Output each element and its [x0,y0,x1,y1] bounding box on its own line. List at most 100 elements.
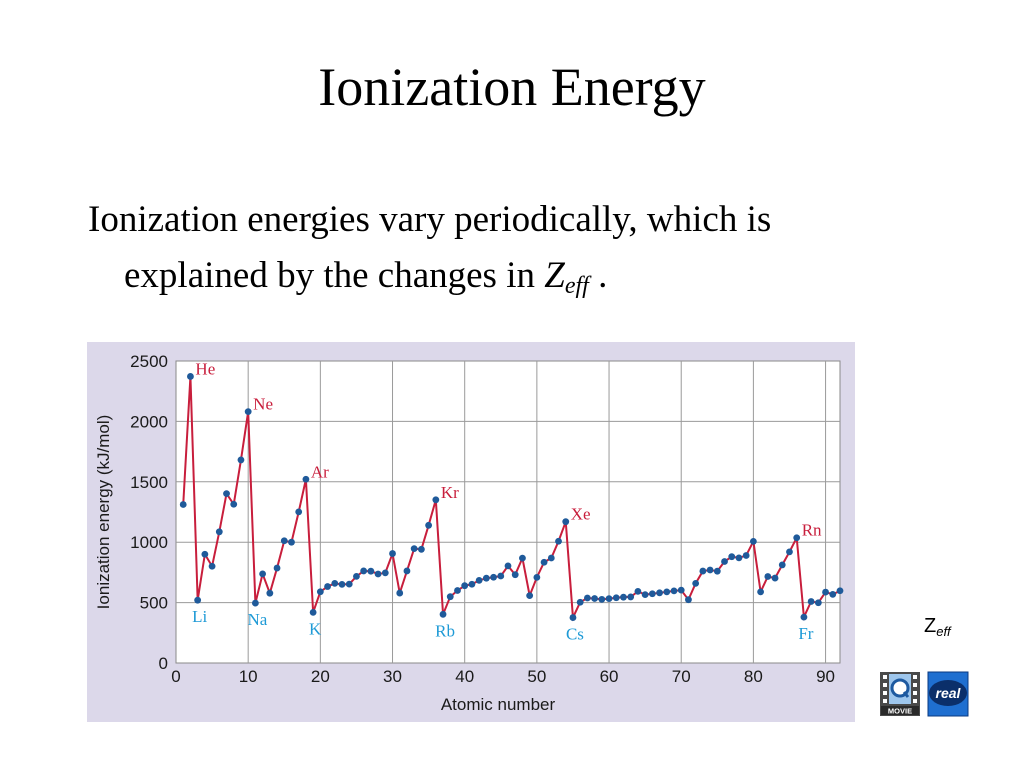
data-point [432,496,440,504]
data-point [749,537,757,545]
y-tick-label: 2500 [130,352,168,371]
element-label-cs: Cs [566,625,584,644]
data-point [728,553,736,561]
data-point [627,593,635,601]
real-icon-label: real [936,685,962,701]
data-point [266,589,274,597]
data-point [533,573,541,581]
data-point [381,569,389,577]
data-point [360,567,368,575]
data-point [475,576,483,584]
data-point [482,574,490,582]
data-point [735,554,743,562]
data-point [706,566,714,574]
element-label-rn: Rn [802,521,822,540]
data-point [670,587,678,595]
element-label-ar: Ar [311,462,329,481]
data-point [244,408,252,416]
data-point [396,589,404,597]
element-label-rb: Rb [435,621,455,640]
bullet-line-2-suffix: . [588,255,608,296]
x-tick-label: 20 [311,667,330,686]
data-point [836,587,844,595]
data-point [656,589,663,597]
data-point [829,590,837,598]
data-point [547,554,555,562]
data-point [187,373,194,380]
data-point [490,573,497,581]
data-point [353,572,360,580]
slide-title: Ionization Energy [318,57,706,117]
data-point [273,564,281,572]
z-symbol: Z [544,255,565,296]
realplayer-icon[interactable]: real [927,671,969,717]
y-tick-label: 1000 [130,533,168,552]
data-point [302,475,310,483]
element-label-he: He [195,359,215,378]
element-label-xe: Xe [571,505,591,524]
data-point [316,588,324,596]
data-point [569,614,577,621]
data-point [338,580,346,588]
data-point [699,567,707,575]
data-point [605,595,613,603]
data-point [526,592,534,599]
data-point [677,586,685,594]
data-point [417,545,425,553]
data-point [757,588,765,596]
data-point [721,558,728,565]
element-label-k: K [309,619,322,638]
data-point [374,570,382,578]
y-tick-label: 1500 [130,473,168,492]
x-tick-label: 70 [672,667,691,686]
data-point [201,550,209,558]
element-label-ne: Ne [253,395,273,414]
data-point [237,456,245,464]
data-point [685,596,692,604]
x-tick-label: 60 [600,667,619,686]
x-tick-label: 0 [171,667,180,686]
data-point [223,490,230,498]
data-point [692,579,700,587]
data-point [713,567,721,575]
data-point [251,599,259,607]
element-label-na: Na [247,610,267,629]
data-point [591,595,599,602]
x-tick-label: 10 [239,667,258,686]
data-point [331,579,339,587]
data-point [461,582,469,590]
data-point [497,572,505,580]
data-point [641,591,649,599]
data-point [439,610,447,618]
z-subscript: eff [564,273,589,299]
bullet-text: Ionization energies vary periodically, w… [88,192,968,314]
data-point [771,574,779,582]
quicktime-movie-icon[interactable]: MOVIE [879,671,921,717]
y-tick-label: 2000 [130,412,168,431]
data-point [309,608,317,616]
x-tick-label: 30 [383,667,402,686]
data-point [822,588,829,596]
data-point [215,528,223,536]
data-point [208,562,216,570]
zeff-link[interactable]: Zeff [924,615,951,639]
x-tick-label: 40 [455,667,474,686]
data-point [367,567,375,575]
data-point [814,599,822,607]
data-point [620,593,627,601]
data-point [194,596,202,604]
data-point [540,558,548,566]
data-point [345,580,353,588]
data-point [807,598,815,605]
data-point [800,613,808,621]
data-point [324,583,331,590]
data-point [793,534,801,542]
data-point [504,562,512,570]
data-point [519,554,526,562]
y-tick-label: 500 [140,594,168,613]
element-label-kr: Kr [441,483,459,502]
ionization-energy-chart: 0 10 20 30 40 50 60 70 80 90 0 500 1000 1500 2000 2500 A… [87,342,855,722]
data-point [410,545,418,553]
zeff-link-subscript: eff [936,624,951,639]
data-point [511,571,519,579]
